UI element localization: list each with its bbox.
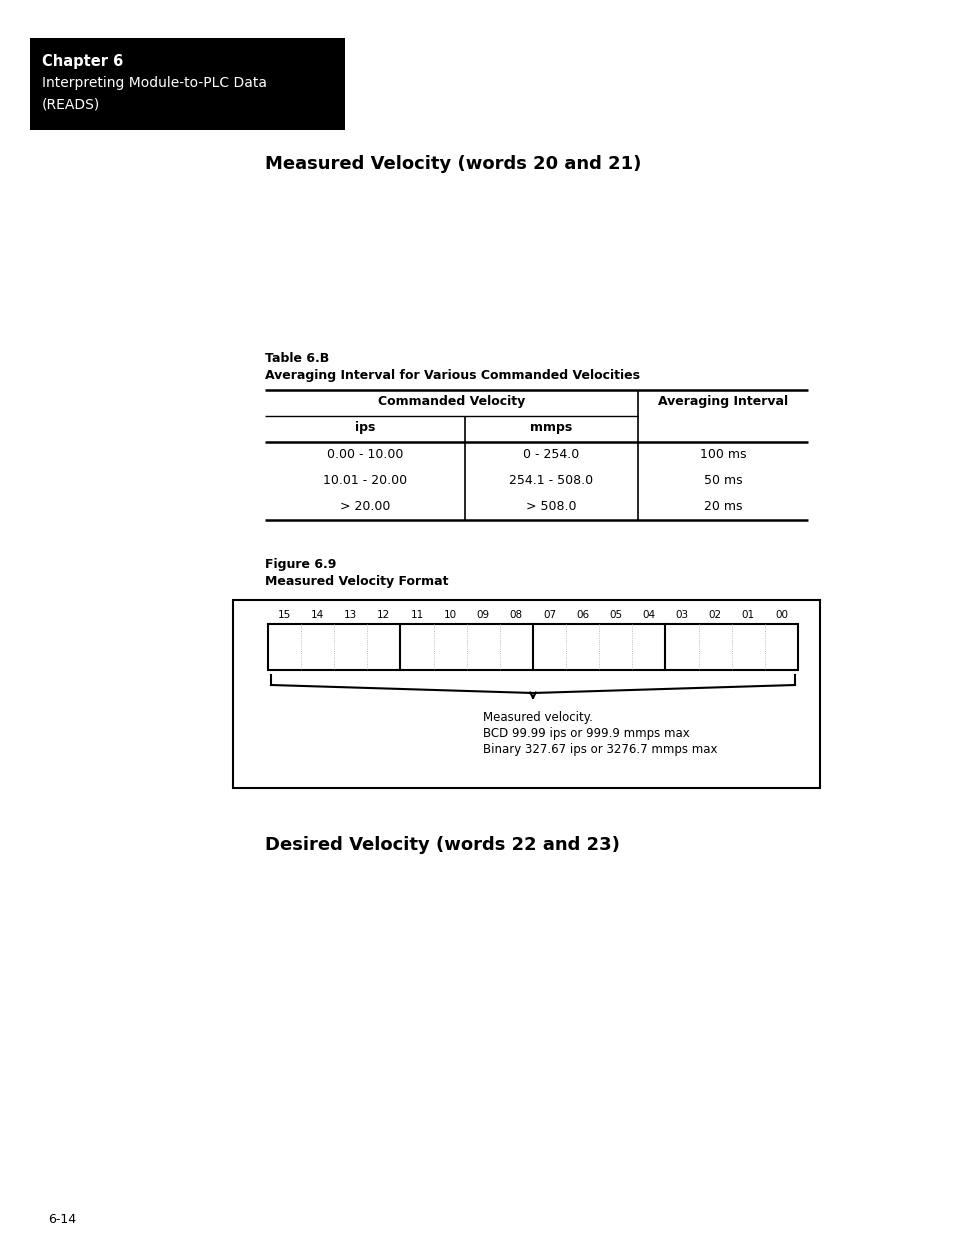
Bar: [30, 38, 345, 130]
Text: Commanded Velocity: Commanded Velocity: [377, 395, 524, 408]
Text: 6-14: 6-14: [48, 1213, 76, 1226]
Text: Desired Velocity (words 22 and 23): Desired Velocity (words 22 and 23): [265, 836, 619, 853]
Text: 14: 14: [311, 610, 324, 620]
Bar: [268, 624, 797, 671]
Text: 10: 10: [443, 610, 456, 620]
Bar: [233, 600, 820, 788]
Text: (READS): (READS): [42, 98, 100, 112]
Text: Table 6.B: Table 6.B: [265, 352, 329, 366]
Text: 09: 09: [476, 610, 489, 620]
Text: 13: 13: [344, 610, 357, 620]
Text: Interpreting Module-to-PLC Data: Interpreting Module-to-PLC Data: [42, 77, 267, 90]
Text: 04: 04: [641, 610, 655, 620]
Text: 15: 15: [277, 610, 291, 620]
Text: BCD 99.99 ips or 999.9 mmps max: BCD 99.99 ips or 999.9 mmps max: [482, 727, 689, 740]
Text: Measured velocity.: Measured velocity.: [482, 711, 592, 724]
Text: Measured Velocity Format: Measured Velocity Format: [265, 576, 448, 588]
Text: Measured Velocity (words 20 and 21): Measured Velocity (words 20 and 21): [265, 156, 640, 173]
Text: 0.00 - 10.00: 0.00 - 10.00: [327, 448, 403, 461]
Text: Binary 327.67 ips or 3276.7 mmps max: Binary 327.67 ips or 3276.7 mmps max: [482, 743, 717, 756]
Text: 08: 08: [509, 610, 522, 620]
Text: 100 ms: 100 ms: [699, 448, 745, 461]
Text: 0 - 254.0: 0 - 254.0: [523, 448, 579, 461]
Text: 50 ms: 50 ms: [703, 474, 741, 487]
Text: 10.01 - 20.00: 10.01 - 20.00: [323, 474, 407, 487]
Text: 00: 00: [774, 610, 787, 620]
Text: > 508.0: > 508.0: [526, 500, 577, 513]
Text: Averaging Interval: Averaging Interval: [658, 395, 787, 408]
Text: 01: 01: [741, 610, 754, 620]
Text: 12: 12: [377, 610, 390, 620]
Text: Figure 6.9: Figure 6.9: [265, 558, 336, 571]
Text: mmps: mmps: [530, 421, 572, 433]
Text: 254.1 - 508.0: 254.1 - 508.0: [509, 474, 593, 487]
Text: ips: ips: [355, 421, 375, 433]
Text: 02: 02: [708, 610, 721, 620]
Text: > 20.00: > 20.00: [339, 500, 390, 513]
Text: Averaging Interval for Various Commanded Velocities: Averaging Interval for Various Commanded…: [265, 369, 639, 382]
Text: Chapter 6: Chapter 6: [42, 54, 123, 69]
Text: 05: 05: [609, 610, 621, 620]
Text: 06: 06: [576, 610, 589, 620]
Text: 07: 07: [542, 610, 556, 620]
Text: 03: 03: [675, 610, 688, 620]
Text: 11: 11: [410, 610, 423, 620]
Text: 20 ms: 20 ms: [703, 500, 741, 513]
